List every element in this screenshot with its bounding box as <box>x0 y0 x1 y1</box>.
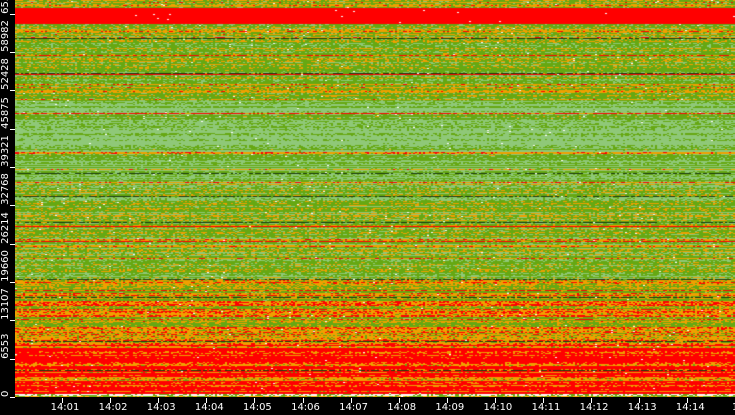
x-tick-label: 14:14 <box>675 402 705 413</box>
y-tick <box>10 205 15 206</box>
x-tick <box>687 398 689 403</box>
heatmap-cells <box>15 0 735 397</box>
x-tick <box>350 398 352 403</box>
x-tick <box>494 398 496 403</box>
x-tick-label: 14:03 <box>146 402 176 413</box>
x-tick <box>158 398 160 403</box>
x-tick-label: 14:01 <box>50 402 80 413</box>
y-tick-label: 58982 <box>0 20 11 52</box>
y-tick-label: 26214 <box>0 212 11 244</box>
x-tick <box>591 398 593 403</box>
x-tick-label: 14:04 <box>194 402 224 413</box>
x-tick <box>639 398 641 403</box>
x-tick-label: 14:02 <box>98 402 128 413</box>
y-tick-label: 52428 <box>0 58 11 90</box>
x-tick <box>254 398 256 403</box>
y-tick-label: 13107 <box>0 288 11 320</box>
y-tick-label: 39321 <box>0 135 11 167</box>
y-tick-label: 19660 <box>0 250 11 282</box>
x-tick <box>543 398 544 403</box>
y-tick-label: 6553 <box>0 333 11 359</box>
y-tick <box>10 359 15 360</box>
x-tick-label: 14:10 <box>483 402 513 413</box>
y-tick-label: 0 <box>0 390 11 397</box>
x-tick <box>206 398 208 403</box>
x-tick-label: 14:13 <box>627 402 657 413</box>
y-tick <box>10 167 15 168</box>
x-tick <box>62 398 63 403</box>
x-tick <box>302 398 304 403</box>
x-tick-label: 14:06 <box>291 402 320 413</box>
y-tick <box>10 282 15 283</box>
y-tick <box>10 14 15 15</box>
x-tick <box>110 398 112 403</box>
y-tick-label: 65536 <box>0 0 12 18</box>
x-tick-label: 14:11 <box>531 402 561 413</box>
y-tick <box>10 129 15 130</box>
y-tick <box>10 52 15 53</box>
y-tick <box>10 90 15 91</box>
x-tick <box>446 398 448 403</box>
x-tick-label: 14:12 <box>579 402 609 413</box>
y-tick <box>10 397 15 398</box>
y-tick <box>10 244 15 245</box>
x-tick-label: 14 <box>718 402 735 413</box>
x-tick-label: 14:09 <box>435 402 465 413</box>
y-tick-label: 45875 <box>0 97 11 129</box>
y-tick <box>10 320 15 321</box>
x-tick <box>398 398 400 403</box>
x-tick-label: 14:05 <box>242 402 272 413</box>
x-tick-label: 14:08 <box>387 402 417 413</box>
y-tick-label: 32768 <box>0 173 11 205</box>
x-tick-label: 14:07 <box>339 402 368 413</box>
